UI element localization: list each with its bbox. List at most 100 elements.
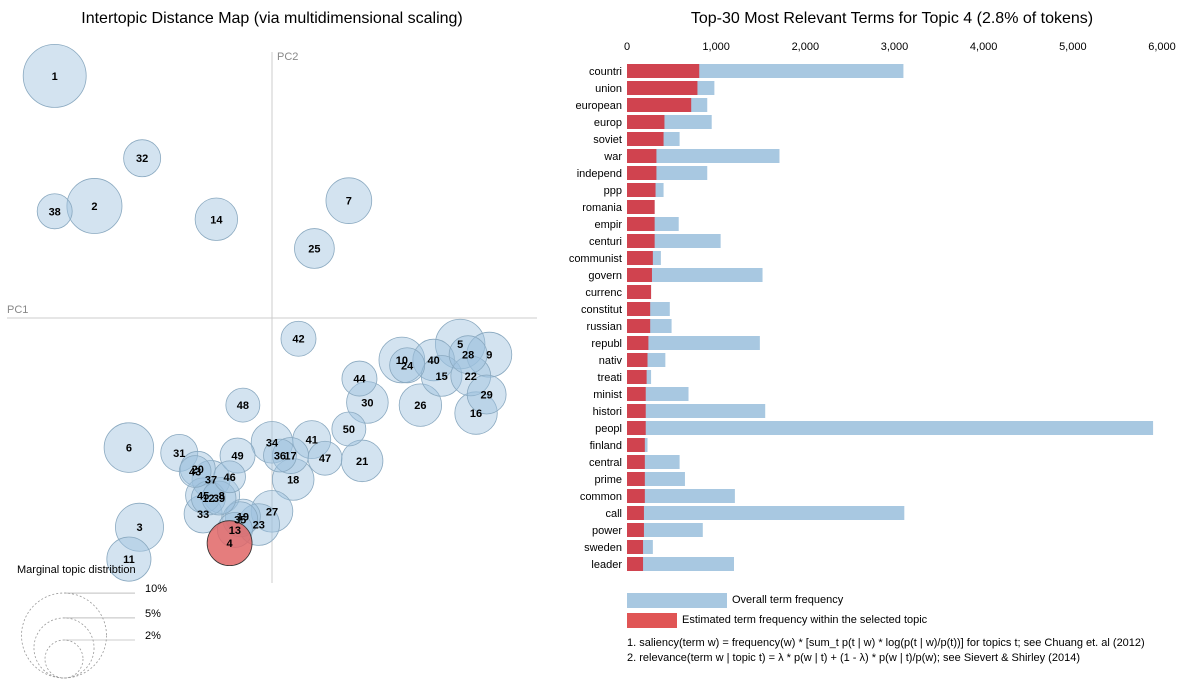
bar-estimated-europ[interactable]: [627, 115, 665, 129]
topic-bubble-41[interactable]: [292, 420, 332, 460]
term-label-communist[interactable]: communist: [569, 253, 622, 265]
bar-estimated-russian[interactable]: [627, 319, 651, 333]
topic-bubble-1[interactable]: [22, 43, 87, 108]
bar-estimated-ppp[interactable]: [627, 183, 656, 197]
term-label-power[interactable]: power: [592, 525, 622, 537]
topic-bubble-12[interactable]: [191, 480, 226, 516]
bar-estimated-leader[interactable]: [627, 557, 644, 571]
bar-estimated-constitut[interactable]: [627, 302, 651, 316]
topic-bubble-46[interactable]: [213, 460, 246, 494]
bar-estimated-finland[interactable]: [627, 438, 645, 452]
bar-estimated-romania[interactable]: [627, 200, 655, 214]
topic-bubble-42[interactable]: [280, 320, 317, 357]
bar-overall-power[interactable]: [627, 523, 703, 537]
topic-bubble-30[interactable]: [346, 381, 389, 424]
term-label-prime[interactable]: prime: [594, 474, 622, 486]
topic-bubble-28[interactable]: [448, 335, 488, 375]
topic-bubble-14[interactable]: [194, 197, 238, 241]
bar-overall-republ[interactable]: [627, 336, 760, 350]
term-label-sweden[interactable]: sweden: [584, 542, 622, 554]
term-label-countri[interactable]: countri: [589, 66, 622, 78]
bar-estimated-call[interactable]: [627, 506, 644, 520]
bar-estimated-power[interactable]: [627, 523, 644, 537]
term-label-soviet[interactable]: soviet: [593, 134, 622, 146]
bar-estimated-treati[interactable]: [627, 370, 647, 384]
bar-estimated-common[interactable]: [627, 489, 645, 503]
term-label-union[interactable]: union: [595, 83, 622, 95]
bar-estimated-soviet[interactable]: [627, 132, 664, 146]
bar-estimated-centuri[interactable]: [627, 234, 655, 248]
topic-bubble-32[interactable]: [123, 139, 162, 178]
topic-bubble-24[interactable]: [389, 347, 426, 384]
topic-bubble-6[interactable]: [103, 422, 155, 473]
term-label-centuri[interactable]: centuri: [589, 236, 622, 248]
term-label-romania[interactable]: romania: [582, 202, 623, 214]
topic-bubble-9[interactable]: [466, 331, 513, 378]
topic-bubble-45[interactable]: [185, 477, 222, 514]
topic-bubble-43[interactable]: [178, 455, 212, 488]
topic-bubble-39[interactable]: [201, 480, 237, 516]
bar-estimated-peopl[interactable]: [627, 421, 646, 435]
term-label-empir[interactable]: empir: [594, 219, 622, 231]
bar-estimated-nativ[interactable]: [627, 353, 648, 367]
bar-estimated-european[interactable]: [627, 98, 692, 112]
term-label-peopl[interactable]: peopl: [595, 423, 622, 435]
bar-estimated-republ[interactable]: [627, 336, 649, 350]
bar-overall-call[interactable]: [627, 506, 905, 520]
bar-estimated-empir[interactable]: [627, 217, 655, 231]
term-label-finland[interactable]: finland: [590, 440, 622, 452]
topic-bubble-22[interactable]: [450, 355, 492, 397]
term-label-govern[interactable]: govern: [588, 270, 622, 282]
bar-estimated-union[interactable]: [627, 81, 698, 95]
term-label-call[interactable]: call: [605, 508, 622, 520]
term-label-common[interactable]: common: [580, 491, 622, 503]
topic-bubble-7[interactable]: [325, 177, 373, 224]
bar-overall-histori[interactable]: [627, 404, 766, 418]
term-label-europ[interactable]: europ: [594, 117, 622, 129]
bar-estimated-war[interactable]: [627, 149, 657, 163]
bar-estimated-communist[interactable]: [627, 251, 653, 265]
term-label-war[interactable]: war: [603, 151, 622, 163]
bar-estimated-prime[interactable]: [627, 472, 645, 486]
bar-overall-govern[interactable]: [627, 268, 763, 282]
term-label-currenc[interactable]: currenc: [585, 287, 622, 299]
term-label-european[interactable]: european: [576, 100, 623, 112]
bar-estimated-sweden[interactable]: [627, 540, 644, 554]
topic-bubble-4-selected[interactable]: [206, 520, 253, 567]
topic-bubble-27[interactable]: [250, 490, 294, 533]
topic-bubble-44[interactable]: [341, 360, 378, 397]
term-label-leader[interactable]: leader: [591, 559, 622, 571]
topic-bubble-50[interactable]: [331, 411, 367, 447]
bar-overall-peopl[interactable]: [627, 421, 1154, 435]
bar-estimated-histori[interactable]: [627, 404, 646, 418]
term-label-central[interactable]: central: [589, 457, 622, 469]
bar-overall-leader[interactable]: [627, 557, 734, 571]
term-label-histori[interactable]: histori: [593, 406, 622, 418]
bar-estimated-currenc[interactable]: [627, 285, 652, 299]
bar-estimated-central[interactable]: [627, 455, 645, 469]
bar-overall-war[interactable]: [627, 149, 780, 163]
topic-bubble-2[interactable]: [66, 178, 123, 234]
bar-estimated-countri[interactable]: [627, 64, 700, 78]
bar-estimated-independ[interactable]: [627, 166, 657, 180]
topic-bubble-38[interactable]: [36, 193, 73, 230]
term-label-independ[interactable]: independ: [577, 168, 622, 180]
topic-bubble-16[interactable]: [454, 391, 498, 435]
topic-bubble-36[interactable]: [263, 438, 297, 473]
term-label-treati[interactable]: treati: [598, 372, 622, 384]
bar-estimated-minist[interactable]: [627, 387, 646, 401]
term-label-nativ[interactable]: nativ: [599, 355, 623, 367]
bar-overall-common[interactable]: [627, 489, 735, 503]
term-label-russian[interactable]: russian: [587, 321, 622, 333]
topic-bubble-18[interactable]: [271, 458, 315, 501]
topic-bubble-11[interactable]: [106, 536, 152, 582]
term-label-constitut[interactable]: constitut: [581, 304, 622, 316]
topic-bubble-47[interactable]: [307, 440, 343, 476]
topic-bubble-48[interactable]: [225, 387, 261, 423]
topic-bubble-3[interactable]: [115, 502, 164, 552]
topic-bubble-26[interactable]: [398, 383, 443, 427]
topic-bubble-29[interactable]: [466, 374, 507, 415]
term-label-minist[interactable]: minist: [593, 389, 622, 401]
bar-estimated-govern[interactable]: [627, 268, 652, 282]
term-label-republ[interactable]: republ: [591, 338, 622, 350]
